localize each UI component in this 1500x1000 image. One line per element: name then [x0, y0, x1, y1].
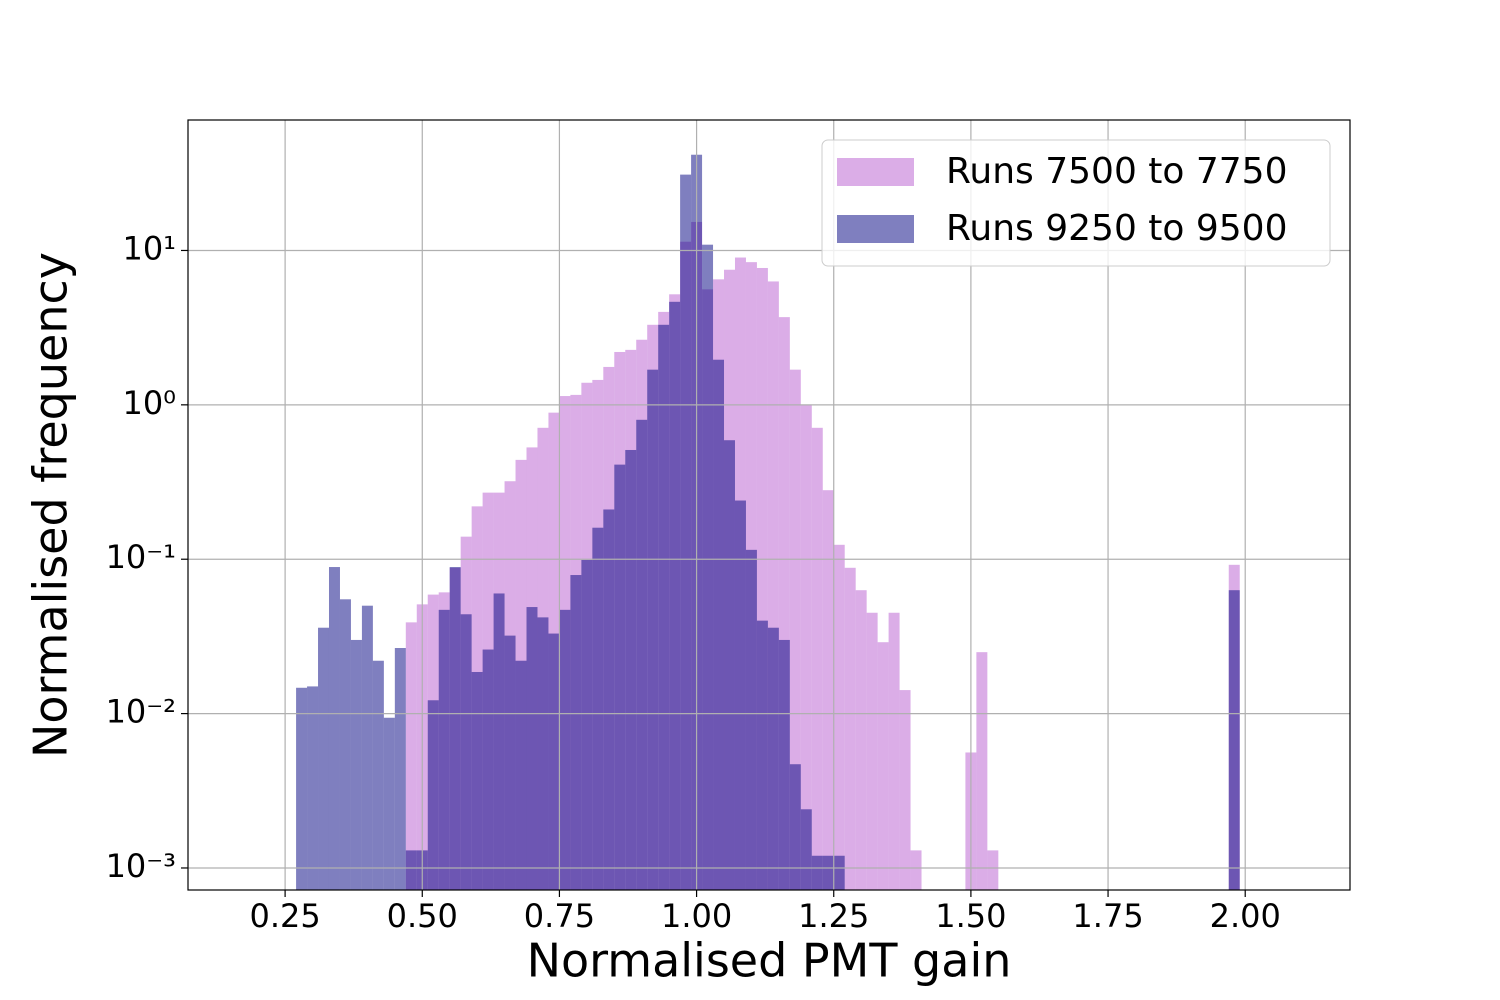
- bar: [383, 717, 395, 890]
- x-tick-label: 0.75: [524, 897, 595, 935]
- bar: [460, 614, 472, 890]
- bar: [318, 627, 329, 890]
- bar: [899, 690, 911, 890]
- bar: [756, 267, 768, 890]
- bar: [669, 301, 681, 890]
- x-tick-label: 1.75: [1072, 897, 1143, 935]
- bar: [767, 281, 779, 891]
- bar: [833, 855, 845, 890]
- bar: [822, 855, 834, 890]
- bar: [493, 593, 505, 890]
- bar: [800, 404, 812, 890]
- bar: [811, 855, 823, 890]
- legend-swatch: [837, 158, 914, 186]
- legend-label: Runs 7500 to 7750: [946, 151, 1288, 192]
- y-tick-label: 10⁻¹: [106, 538, 176, 576]
- bar: [350, 639, 362, 890]
- bar: [603, 509, 615, 890]
- bar: [877, 642, 889, 890]
- x-tick-label: 1.50: [935, 897, 1006, 935]
- bar: [888, 612, 900, 890]
- bar: [822, 490, 834, 890]
- bar: [778, 317, 790, 890]
- bar: [307, 686, 319, 890]
- y-axis-label: Normalised frequency: [24, 252, 78, 758]
- bar: [570, 575, 582, 890]
- bar: [1228, 590, 1240, 890]
- bar: [504, 635, 516, 890]
- bar: [647, 369, 659, 890]
- bar: [789, 764, 801, 890]
- bar: [811, 427, 823, 890]
- legend: Runs 7500 to 7750 Runs 9250 to 9500: [821, 139, 1331, 267]
- bar: [537, 617, 549, 890]
- x-tick-label: 1.00: [661, 897, 732, 935]
- bar: [559, 609, 571, 890]
- bar: [713, 359, 725, 890]
- bar: [405, 622, 417, 890]
- bar: [471, 671, 483, 890]
- x-axis-label: Normalised PMT gain: [527, 934, 1012, 988]
- bar: [756, 620, 768, 890]
- bar: [789, 369, 801, 890]
- bar: [438, 609, 450, 890]
- plot-frame: [187, 119, 1351, 891]
- bar: [296, 687, 308, 890]
- bar: [405, 850, 417, 890]
- y-tick-label: 10⁻²: [106, 693, 176, 731]
- bar: [339, 599, 351, 890]
- bar: [734, 500, 746, 890]
- bar: [987, 850, 999, 890]
- bar: [745, 549, 757, 890]
- legend-label: Runs 9250 to 9500: [946, 208, 1288, 249]
- bar: [449, 567, 461, 890]
- y-tick-label: 10⁻³: [106, 847, 176, 885]
- bar: [833, 544, 845, 890]
- x-tick-label: 0.50: [387, 897, 458, 935]
- bar: [636, 419, 648, 890]
- bar: [581, 559, 593, 890]
- bar: [976, 652, 988, 890]
- bar: [844, 567, 856, 890]
- bar: [767, 627, 779, 890]
- bar: [361, 605, 373, 890]
- y-tick-label: 10¹: [122, 229, 176, 267]
- bar: [800, 809, 812, 890]
- bar: [866, 612, 878, 890]
- bar: [614, 464, 626, 890]
- bar: [526, 607, 538, 890]
- bar: [394, 648, 406, 890]
- legend-box: [821, 139, 1331, 267]
- bar: [548, 633, 560, 890]
- bar: [702, 244, 714, 890]
- bar: [724, 440, 735, 890]
- x-tick-label: 1.25: [798, 897, 869, 935]
- bar: [515, 660, 527, 890]
- bar: [658, 324, 670, 891]
- bar: [625, 449, 637, 890]
- y-tick-label: 10⁰: [122, 384, 176, 422]
- legend-swatch: [837, 215, 914, 243]
- bar: [328, 567, 340, 890]
- bar: [778, 639, 790, 890]
- x-tick-label: 2.00: [1210, 897, 1281, 935]
- x-tick-label: 0.25: [249, 897, 320, 935]
- bar: [427, 700, 439, 890]
- bar: [482, 649, 494, 890]
- bar: [372, 660, 384, 890]
- bar: [680, 174, 692, 891]
- bar: [910, 850, 922, 890]
- bar: [855, 590, 867, 890]
- bar: [592, 527, 604, 890]
